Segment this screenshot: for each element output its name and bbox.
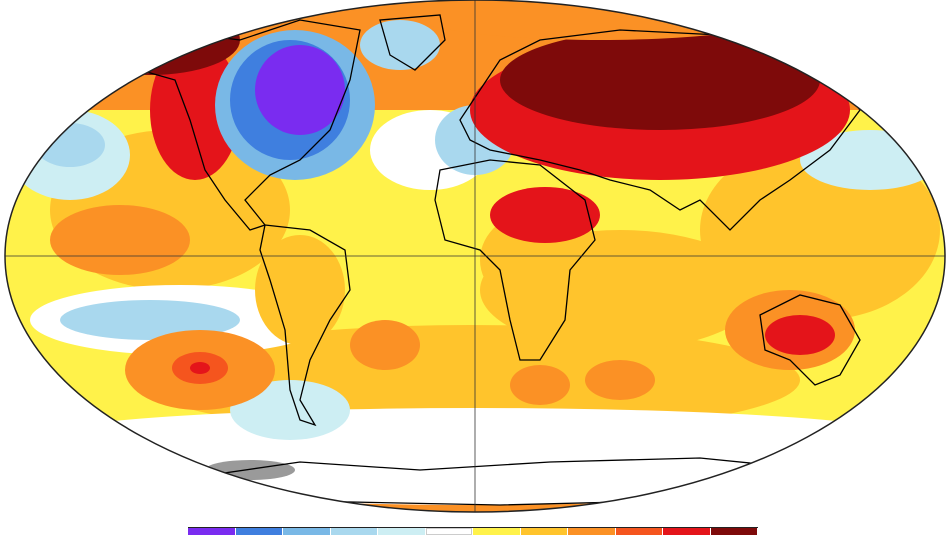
spacific-pale [60,300,240,340]
amazon-orange [255,235,345,345]
sindian-orange [585,360,655,400]
legend-swatch-11 [710,528,758,535]
sahel-red [490,187,600,243]
legend-swatch-2 [283,528,331,535]
graticule [5,0,945,512]
alaska-canada-red [150,40,240,180]
npacific-light-blue [35,123,105,167]
arctic-darkred-west [60,5,240,75]
legend-swatch-7 [520,528,568,535]
pacific-orange [50,205,190,275]
coastlines [108,14,861,506]
south-america-coast [259,224,351,427]
legend-swatch-0 [188,528,236,535]
legend-swatch-4 [378,528,426,535]
globe-outline [4,0,946,513]
map-svg [4,0,946,513]
legend-swatch-6 [473,528,521,535]
legend-swatch-8 [568,528,616,535]
south-america-pale [230,380,350,440]
greenland-light-blue [360,20,440,70]
north-america-coast [108,19,361,231]
satlantic-orange [350,320,420,370]
eurasia-coast [459,29,861,231]
africa-coast [434,159,596,361]
australia-coast [759,294,861,386]
greenland-coast [379,14,446,71]
legend-swatch-3 [330,528,378,535]
spacific-red-core [190,362,210,374]
south-africa-orange [510,365,570,405]
legend-swatch-10 [663,528,711,535]
australia-red [765,315,835,355]
na-violet [255,45,345,135]
temperature-anomaly-map [4,0,946,513]
legend-swatch-9 [615,528,663,535]
color-scale-legend [188,527,758,535]
legend-swatch-1 [235,528,283,535]
eurasia-darkred [500,30,820,130]
legend-swatch-5 [425,528,473,535]
